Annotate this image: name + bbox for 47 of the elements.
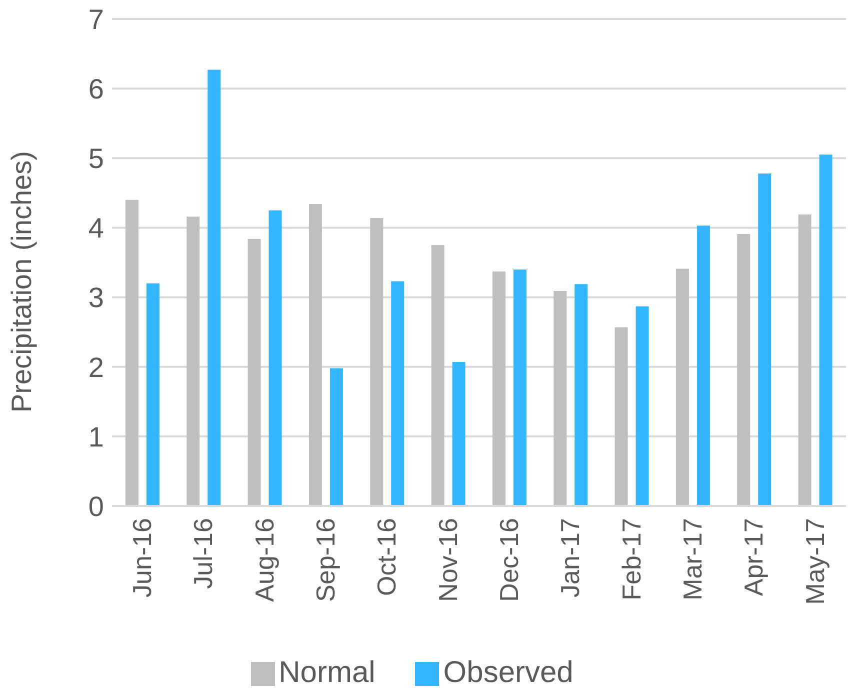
x-tick-label: Jul-16 <box>188 518 218 589</box>
x-tick-label: Nov-16 <box>432 518 463 602</box>
bar <box>186 216 200 506</box>
x-tick-label: Apr-17 <box>738 518 769 596</box>
bar <box>431 245 444 506</box>
bar <box>696 226 710 506</box>
x-tick-label: Jun-16 <box>127 518 158 598</box>
bar <box>330 368 343 506</box>
bar <box>268 210 282 506</box>
bar <box>208 70 221 506</box>
bar <box>574 284 588 506</box>
bar <box>452 362 466 506</box>
y-tick-label: 2 <box>88 352 104 383</box>
bar <box>554 291 567 506</box>
bar <box>513 269 526 506</box>
y-axis-title: Precipitation (inches) <box>6 151 37 412</box>
y-tick-label: 4 <box>88 212 104 244</box>
bar <box>391 281 404 506</box>
x-tick-label: May-17 <box>800 518 830 605</box>
y-tick-label: 0 <box>88 490 104 522</box>
bar <box>248 238 261 506</box>
bar <box>798 214 812 506</box>
bar <box>737 234 750 506</box>
bar <box>819 154 832 506</box>
legend-label: Normal <box>278 656 376 689</box>
bar <box>758 173 772 506</box>
y-tick-label: 7 <box>88 4 104 35</box>
bar <box>370 218 384 506</box>
x-tick-label: Aug-16 <box>249 518 280 602</box>
x-tick-label: Jan-17 <box>555 518 586 598</box>
x-tick-label: Oct-16 <box>372 518 402 596</box>
y-tick-label: 6 <box>88 74 104 105</box>
bar <box>492 272 506 506</box>
y-tick-label: 5 <box>88 143 104 174</box>
y-tick-label: 1 <box>88 421 104 452</box>
x-tick-label: Dec-16 <box>494 518 524 602</box>
bar <box>636 306 649 506</box>
bar <box>308 204 322 506</box>
bar <box>125 200 138 506</box>
bar <box>676 268 689 506</box>
bar <box>614 327 628 506</box>
y-tick-label: 3 <box>88 282 104 314</box>
bar <box>146 283 160 506</box>
x-tick-label: Sep-16 <box>310 518 341 602</box>
x-tick-label: Mar-17 <box>678 518 708 600</box>
x-tick-label: Feb-17 <box>616 518 646 600</box>
legend-label: Observed <box>443 656 574 689</box>
